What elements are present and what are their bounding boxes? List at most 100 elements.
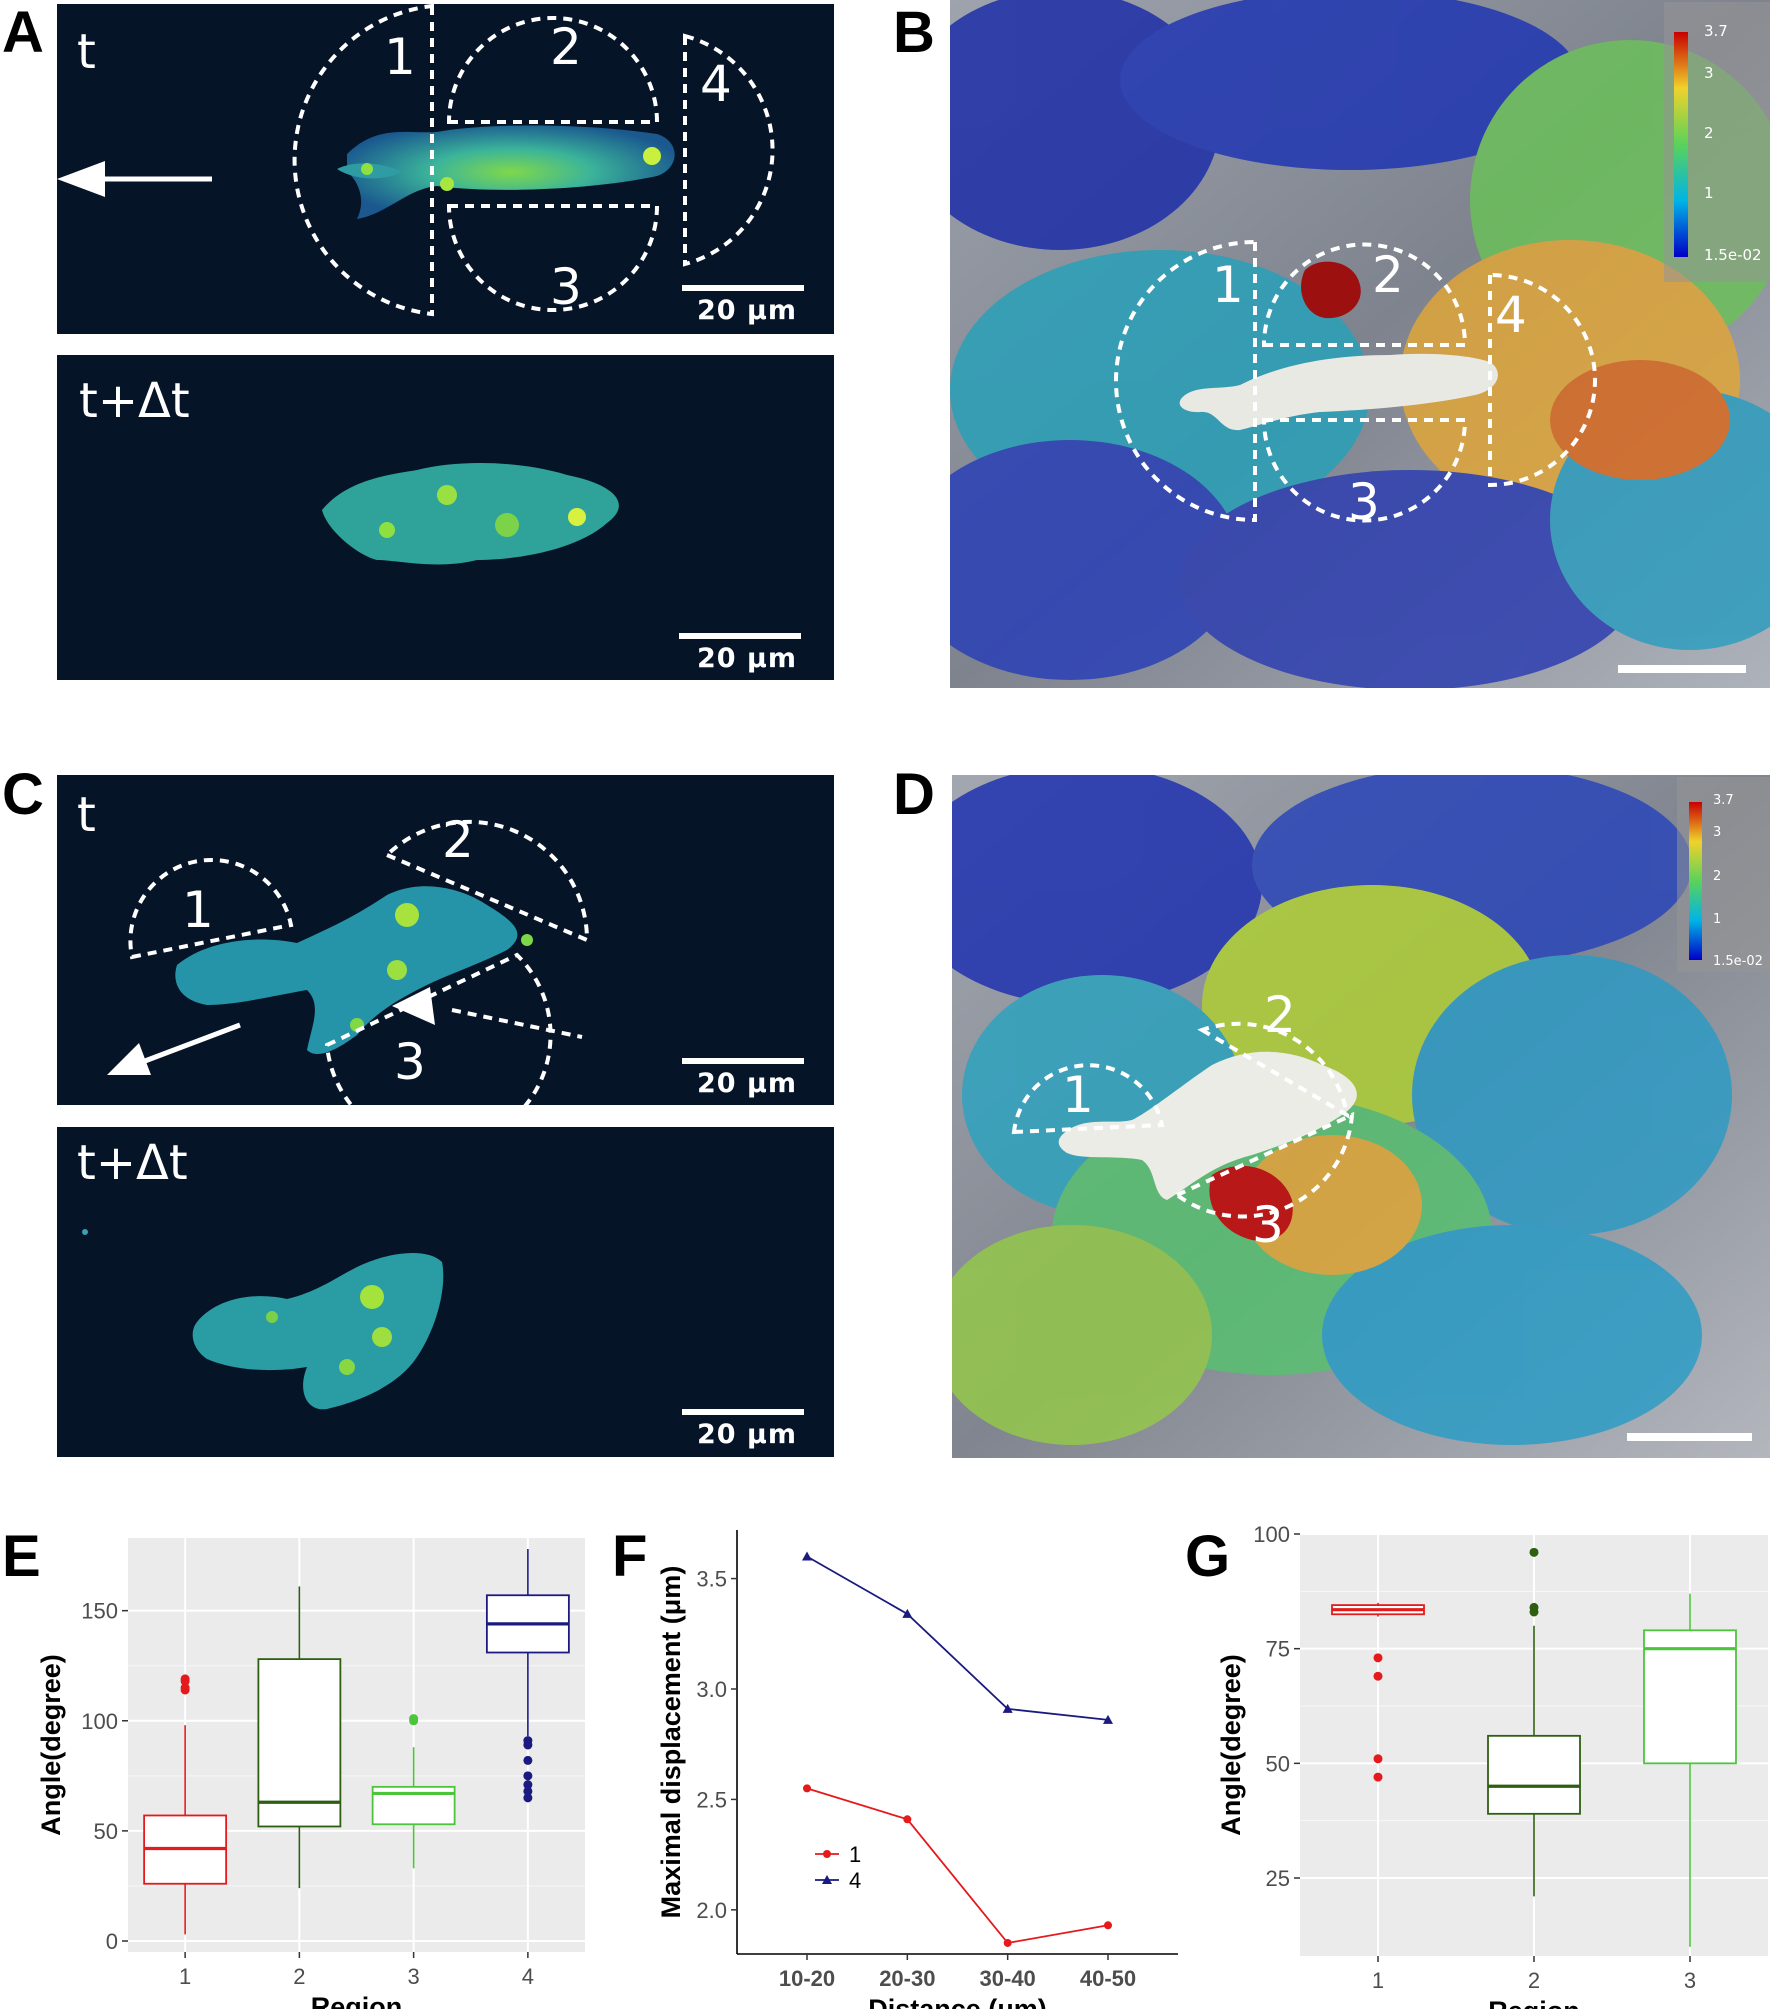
red-displacement-blob xyxy=(1301,261,1361,319)
outlier-point xyxy=(409,1714,419,1724)
colorbar-tick: 3 xyxy=(1713,825,1722,840)
panel-letter-e: E xyxy=(2,1524,41,1589)
colorbar: 3.7 3 2 1 1.5e-02 xyxy=(1677,777,1770,972)
scale-bar xyxy=(682,285,804,291)
colorbar: 3.7 3 2 1 1.5e-02 xyxy=(1664,2,1770,282)
region-3-extension xyxy=(451,1008,583,1039)
panel-letter-c: C xyxy=(2,762,44,827)
x-tick-label: 1 xyxy=(1372,1968,1384,1993)
cell-body xyxy=(192,1252,444,1410)
y-tick-label: 150 xyxy=(81,1599,118,1624)
box-iqr xyxy=(257,1658,342,1828)
cell-body xyxy=(322,463,619,565)
panel-c-image-t-plus-dt-drawing xyxy=(82,1229,444,1410)
y-tick-label: 3.0 xyxy=(696,1677,727,1702)
region-3-outline xyxy=(1261,418,1468,523)
data-point xyxy=(802,1551,812,1561)
legend-key-marker xyxy=(823,1850,831,1858)
y-axis-title: Angle(degree) xyxy=(1216,1654,1246,1836)
panel-c-image-t-plus-dt: t+Δt 20 μm xyxy=(57,1127,834,1457)
y-tick-label: 100 xyxy=(81,1709,118,1734)
colorbar-tick: 1 xyxy=(1713,912,1722,927)
outlier-point xyxy=(523,1736,533,1746)
colorbar-tick: 1.5e-02 xyxy=(1713,954,1763,969)
cell-body xyxy=(347,125,675,219)
y-tick-label: 50 xyxy=(1266,1751,1290,1776)
panel-e-boxplot: 0 50 100 150 1 2 3 4 Region Angle(degree) xyxy=(0,1520,600,2009)
region-label-4: 4 xyxy=(700,55,732,113)
scale-bar xyxy=(682,1409,804,1415)
colorbar-gradient xyxy=(1689,802,1702,960)
box-3 xyxy=(371,1714,456,1869)
panel-a-image-t-plus-dt: t+Δt 20 μm xyxy=(57,355,834,680)
colorbar-gradient xyxy=(1674,32,1688,257)
region-2-outline xyxy=(1261,242,1468,347)
y-tick-label: 25 xyxy=(1266,1866,1290,1891)
cell-surface xyxy=(1058,1051,1357,1200)
data-point xyxy=(903,1815,912,1824)
outlier-point xyxy=(1529,1602,1539,1612)
outlier-point xyxy=(1529,1547,1539,1557)
region-1-outline xyxy=(1114,239,1257,523)
panel-g-boxplot-svg: 25 50 75 100 1 2 3 Region Angle(degree) xyxy=(1216,1522,1768,2009)
region-label-2: 2 xyxy=(550,18,582,76)
outlier-point xyxy=(523,1793,533,1803)
series-4: 4 xyxy=(802,1551,1113,1893)
data-point xyxy=(1104,1921,1112,1930)
panel-f-lineplot-svg: 2.0 2.5 3.0 3.5 10-20 20-30 30-40 40-50 14 Distan… xyxy=(656,1530,1178,2009)
region-label-1: 1 xyxy=(1212,256,1244,314)
data-point xyxy=(1003,1938,1012,1947)
series-line xyxy=(806,1787,1109,1944)
scale-bar xyxy=(679,633,801,639)
box-3 xyxy=(1643,1593,1737,1947)
data-point xyxy=(902,1608,913,1618)
region-label-2: 2 xyxy=(442,811,474,869)
region-1-outline xyxy=(1011,1063,1165,1135)
y-axis-title: Angle(degree) xyxy=(36,1654,66,1836)
panel-b-displacement-field-drawing xyxy=(950,0,1770,688)
y-tick-label: 75 xyxy=(1266,1637,1290,1662)
panel-letter-g: G xyxy=(1185,1524,1231,1589)
time-label-t-plus-dt: t+Δt xyxy=(79,373,190,429)
arrow-head xyxy=(392,987,435,1025)
panel-d-displacement-field: 3.7 3 2 1 1.5e-02 1 2 3 xyxy=(952,775,1770,1458)
panel-a-image-t-drawing xyxy=(57,4,775,317)
region-4-outline xyxy=(1488,272,1597,488)
panel-letter-f: F xyxy=(612,1524,648,1589)
box-1 xyxy=(1331,1602,1425,1782)
red-displacement-blob xyxy=(1209,1165,1293,1241)
outlier-point xyxy=(523,1786,533,1796)
y-tick-label: 2.0 xyxy=(696,1898,727,1923)
region-3-outline xyxy=(1173,1111,1355,1219)
migration-arrow xyxy=(136,1022,241,1067)
colorbar-tick: 1.5e-02 xyxy=(1704,246,1762,264)
data-point xyxy=(1103,1714,1113,1724)
scale-bar xyxy=(1618,665,1746,673)
colorbar-tick: 2 xyxy=(1713,869,1722,884)
panel-letter-d: D xyxy=(893,762,935,827)
y-tick-label: 3.5 xyxy=(696,1567,727,1592)
box-2 xyxy=(257,1586,342,1889)
outlier-point xyxy=(1373,1772,1383,1782)
time-label-t: t xyxy=(77,24,96,80)
x-tick-label: 40-50 xyxy=(1080,1966,1136,1991)
series-line xyxy=(806,1555,1109,1721)
migration-arrow-head xyxy=(107,1043,151,1075)
outlier-point xyxy=(523,1755,533,1765)
outlier-point xyxy=(1373,1754,1383,1764)
scale-bar xyxy=(1627,1433,1752,1441)
x-tick-label: 10-20 xyxy=(779,1966,835,1991)
panel-b-displacement-field: 3.7 3 2 1 1.5e-02 1 2 3 4 xyxy=(950,0,1770,688)
y-axis-title: Maximal displacement (μm) xyxy=(656,1566,686,1919)
region-label-1: 1 xyxy=(384,28,416,86)
x-tick-label: 3 xyxy=(408,1964,420,1989)
legend-label: 1 xyxy=(849,1842,861,1867)
scale-bar-label: 20 μm xyxy=(697,1068,797,1099)
region-label-3: 3 xyxy=(1348,473,1380,531)
x-tick-label: 4 xyxy=(522,1964,534,1989)
y-tick-label: 100 xyxy=(1253,1522,1290,1547)
legend-label: 4 xyxy=(849,1868,861,1893)
y-tick-label: 50 xyxy=(94,1819,118,1844)
outlier-point xyxy=(523,1771,533,1781)
x-axis-title: Distance (μm) xyxy=(868,1994,1047,2009)
